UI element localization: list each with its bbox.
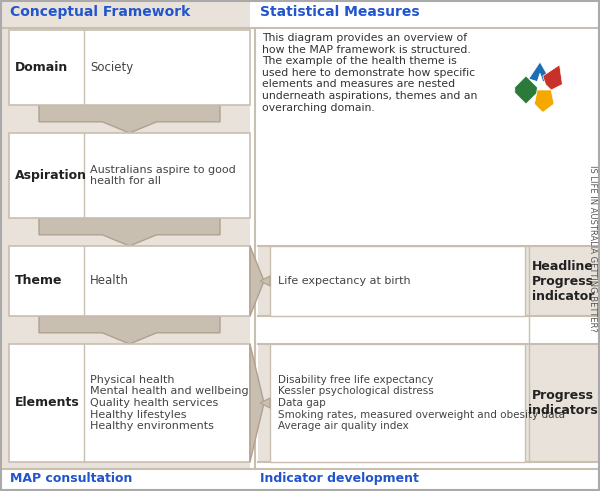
Bar: [9, 30, 250, 105]
Text: Elements: Elements: [15, 397, 80, 409]
Bar: [9, 344, 250, 462]
Polygon shape: [250, 246, 264, 316]
Bar: [9, 133, 250, 218]
Polygon shape: [39, 316, 220, 344]
Bar: [9, 246, 250, 316]
Text: Australians aspire to good
health for all: Australians aspire to good health for al…: [90, 164, 236, 186]
Text: Statistical Measures: Statistical Measures: [260, 5, 419, 19]
Polygon shape: [260, 398, 270, 408]
Bar: [270, 246, 525, 316]
Polygon shape: [39, 218, 220, 246]
Polygon shape: [543, 65, 562, 90]
Text: Domain: Domain: [15, 61, 68, 74]
Polygon shape: [39, 105, 220, 133]
Text: Life expectancy at birth: Life expectancy at birth: [278, 276, 410, 286]
Bar: [258, 246, 598, 316]
Text: Conceptual Framework: Conceptual Framework: [10, 5, 190, 19]
Text: Aspiration: Aspiration: [15, 169, 87, 182]
Text: MAP consultation: MAP consultation: [10, 472, 133, 485]
Text: Theme: Theme: [15, 274, 62, 288]
Bar: [258, 344, 598, 462]
Bar: [1, 28, 250, 469]
Text: Disability free life expectancy
Kessler psychological distress
Data gap
Smoking : Disability free life expectancy Kessler …: [278, 375, 565, 431]
Text: Physical health
Mental health and wellbeing
Quality health services
Healthy life: Physical health Mental health and wellbe…: [90, 375, 248, 431]
Text: Society: Society: [90, 61, 133, 74]
Text: Health: Health: [90, 274, 129, 288]
Polygon shape: [260, 276, 270, 286]
Text: IS LIFE IN AUSTRALIA GETTING BETTER?: IS LIFE IN AUSTRALIA GETTING BETTER?: [587, 165, 596, 332]
Polygon shape: [529, 62, 551, 82]
Text: This diagram provides an overview of
how the MAP framework is structured.
The ex: This diagram provides an overview of how…: [262, 33, 478, 112]
Text: Indicator development: Indicator development: [260, 472, 419, 485]
Text: Progress
indicators: Progress indicators: [528, 389, 598, 417]
Bar: [1, 1, 250, 28]
Polygon shape: [515, 76, 537, 104]
Polygon shape: [250, 344, 264, 462]
Text: Headline
Progress
indicator: Headline Progress indicator: [532, 260, 594, 302]
Polygon shape: [535, 90, 554, 112]
Bar: [270, 344, 525, 462]
